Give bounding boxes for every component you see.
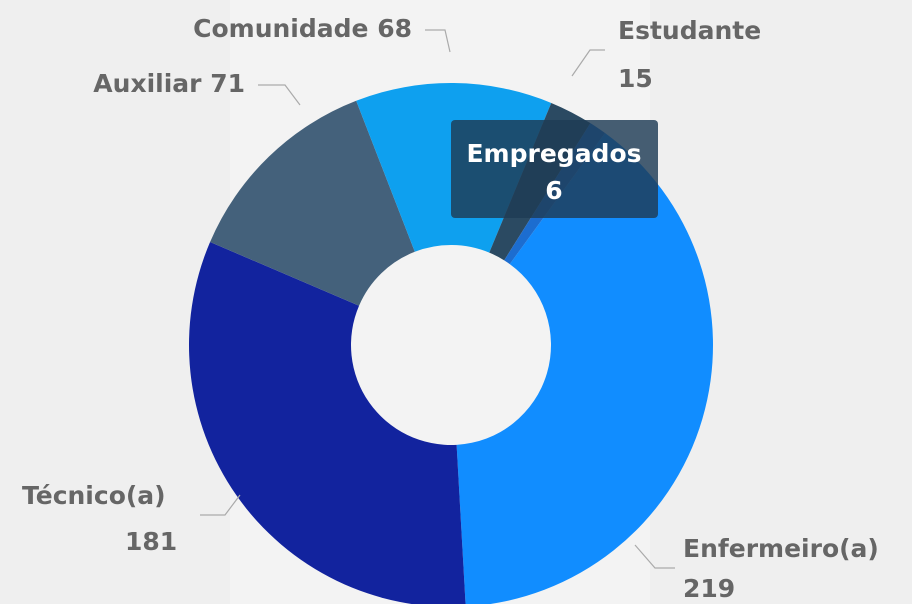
tooltip-box xyxy=(451,120,658,218)
label-value: 6 xyxy=(545,176,562,205)
leader-line xyxy=(634,544,675,569)
leader-line xyxy=(258,84,301,106)
label-name: Auxiliar xyxy=(93,69,202,98)
donut-slice xyxy=(456,133,713,604)
label-name: Enfermeiro(a) xyxy=(683,534,879,563)
label-value: 15 xyxy=(618,64,653,93)
leader-line xyxy=(571,49,605,77)
leader-line xyxy=(200,494,241,516)
slice-label: Comunidade 68 xyxy=(193,14,412,43)
label-value: 71 xyxy=(210,69,245,98)
label-name: Estudante xyxy=(618,16,761,45)
label-name: Comunidade xyxy=(193,14,368,43)
label-value: 68 xyxy=(377,14,412,43)
label-value: 219 xyxy=(683,574,735,603)
label-name: Empregados xyxy=(466,139,641,168)
label-name: Técnico(a) xyxy=(22,481,166,510)
donut-slice xyxy=(210,100,415,306)
label-value: 181 xyxy=(125,527,177,556)
slice-label: Auxiliar 71 xyxy=(93,69,245,98)
donut-slice xyxy=(189,242,466,604)
leader-line xyxy=(425,29,451,53)
